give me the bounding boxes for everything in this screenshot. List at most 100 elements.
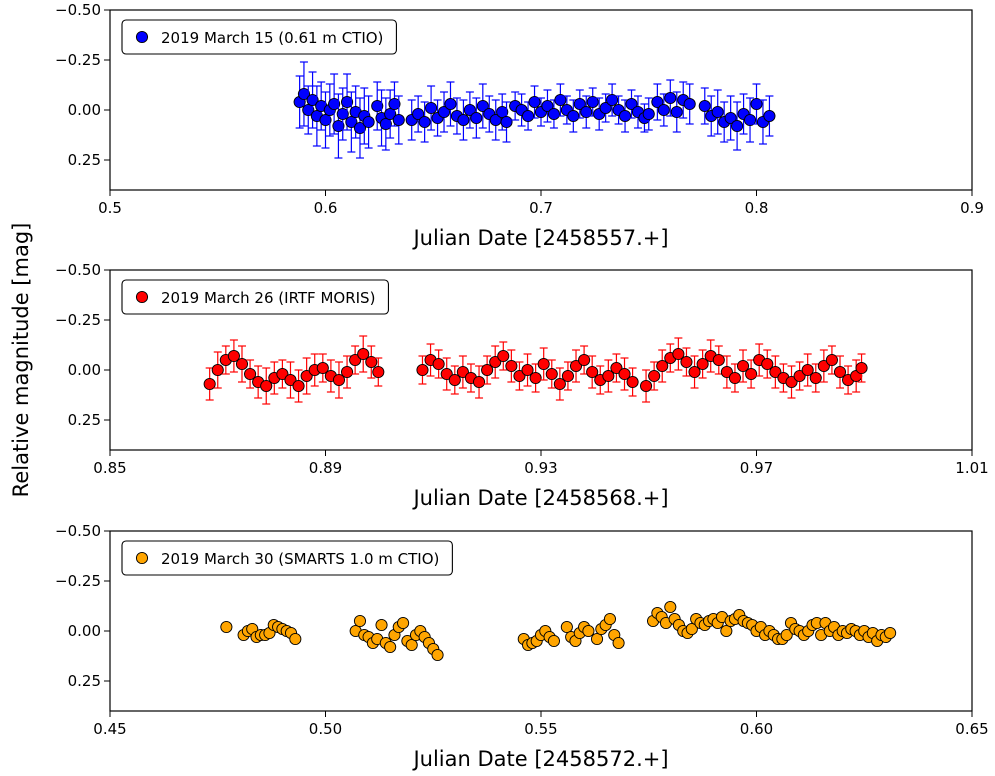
chart-0-point — [642, 107, 655, 121]
chart-1-point — [432, 357, 445, 371]
chart-0-xlabel: Julian Date [2458557.+] — [411, 226, 668, 250]
chart-2-point — [582, 624, 595, 638]
chart-0-xtick-label: 0.6 — [314, 199, 338, 217]
chart-0-point — [618, 109, 632, 123]
chart-2-point — [397, 616, 410, 630]
chart-1-point — [448, 373, 461, 387]
panel-march-26: 0.85 0.89 0.93 0.97 1.01 −0.50 −0.25 0.00 0.25 Ju… — [55, 261, 989, 510]
chart-2-point — [375, 618, 388, 632]
chart-0-point — [657, 103, 670, 117]
chart-0-ytick-label: 0.25 — [68, 151, 101, 169]
chart-1-point — [505, 359, 518, 373]
chart-0-point — [554, 93, 567, 107]
chart-1-point — [235, 357, 249, 371]
chart-1-legend-label: 2019 March 26 (IRTF MORIS) — [161, 289, 375, 307]
chart-0-xtick-label: 0.9 — [960, 199, 984, 217]
chart-1-xlabel: Julian Date [2458568.+] — [411, 486, 668, 510]
chart-1-point — [340, 365, 354, 379]
chart-1-ytick-label: 0.25 — [68, 411, 101, 429]
chart-1-point — [513, 369, 526, 383]
chart-1-point — [833, 365, 847, 379]
chart-1-point — [292, 379, 305, 393]
chart-0-legend-label: 2019 March 15 (0.61 m CTIO) — [161, 29, 383, 47]
chart-1-point — [769, 365, 782, 379]
chart-2-xtick-label: 0.65 — [955, 720, 988, 738]
chart-0-point — [412, 107, 425, 121]
chart-2-ytick-label: 0.25 — [68, 672, 101, 690]
chart-2-point — [431, 648, 444, 662]
chart-0-legend: 2019 March 15 (0.61 m CTIO) — [121, 19, 397, 55]
chart-0-point — [379, 117, 392, 131]
chart-0-point — [763, 109, 776, 123]
chart-0-point — [476, 99, 489, 113]
chart-0-point — [457, 113, 470, 127]
chart-2-xtick-label: 0.50 — [309, 720, 342, 738]
chart-1-marks — [203, 335, 868, 405]
chart-2-ytick-label: −0.50 — [55, 522, 101, 540]
chart-2-xtick-label: 0.45 — [93, 720, 126, 738]
chart-0-point — [651, 95, 664, 109]
chart-2-point — [664, 600, 677, 614]
chart-0-point — [437, 105, 451, 119]
chart-1-point — [276, 367, 289, 381]
chart-0-point — [306, 93, 319, 107]
chart-2-point — [612, 636, 625, 650]
chart-0-ytick-label: −0.25 — [55, 51, 101, 69]
chart-1-ytick-label: 0.00 — [68, 361, 101, 379]
chart-1-point — [260, 379, 273, 393]
chart-1-ytick-label: −0.25 — [55, 311, 101, 329]
chart-1-point — [736, 359, 750, 373]
chart-2-xlabel: Julian Date [2458572.+] — [411, 747, 668, 771]
chart-0-point — [541, 99, 554, 113]
chart-1-point — [497, 349, 510, 363]
chart-1-point — [349, 353, 362, 367]
chart-1-legend: 2019 March 26 (IRTF MORIS) — [121, 279, 389, 315]
chart-1-point — [561, 369, 574, 383]
chart-0-xtick-label: 0.5 — [98, 199, 122, 217]
chart-0-point — [625, 97, 638, 111]
chart-0-point — [328, 97, 341, 111]
chart-0-point — [683, 97, 696, 111]
chart-2-point — [884, 626, 897, 640]
chart-1-legend-box — [121, 279, 389, 315]
chart-0-point — [580, 105, 593, 119]
chart-2-point — [560, 620, 573, 634]
chart-1-xtick-label: 0.85 — [93, 459, 126, 477]
chart-1-point — [416, 363, 429, 377]
chart-1-point — [440, 367, 453, 381]
chart-0-point — [698, 99, 711, 113]
chart-0-point — [731, 119, 744, 133]
chart-1-point — [365, 355, 378, 369]
chart-1-point — [489, 355, 502, 369]
chart-2-point — [384, 640, 397, 654]
chart-1-point — [553, 377, 566, 391]
chart-2-legend: 2019 March 30 (SMARTS 1.0 m CTIO) — [121, 540, 453, 576]
chart-1-point — [618, 367, 631, 381]
y-axis-label: Relative magnitude [mag] — [9, 223, 33, 498]
chart-1-point — [472, 375, 486, 389]
chart-1-point — [529, 371, 542, 385]
chart-0-point — [743, 113, 757, 127]
chart-0-xtick-label: 0.7 — [529, 199, 553, 217]
chart-2-ytick-label: 0.00 — [68, 622, 101, 640]
chart-1-point — [300, 369, 313, 383]
chart-0-point — [302, 103, 315, 117]
chart-2-point — [353, 614, 367, 628]
chart-2-point — [590, 632, 604, 646]
chart-1-point — [712, 353, 725, 367]
chart-0-point — [711, 105, 724, 119]
chart-0-point — [336, 107, 349, 121]
chart-2-xtick-label: 0.55 — [524, 720, 557, 738]
chart-0-point — [606, 93, 619, 107]
chart-2-marks — [220, 600, 897, 662]
chart-0-point — [547, 107, 560, 121]
chart-0-point — [340, 95, 354, 109]
chart-0-point — [567, 109, 580, 123]
chart-1-point — [745, 367, 758, 381]
chart-0-point — [463, 103, 476, 117]
chart-1-point — [728, 371, 742, 385]
chart-0-point — [392, 113, 405, 127]
chart-1-point — [537, 357, 550, 371]
chart-1-point — [521, 363, 534, 377]
